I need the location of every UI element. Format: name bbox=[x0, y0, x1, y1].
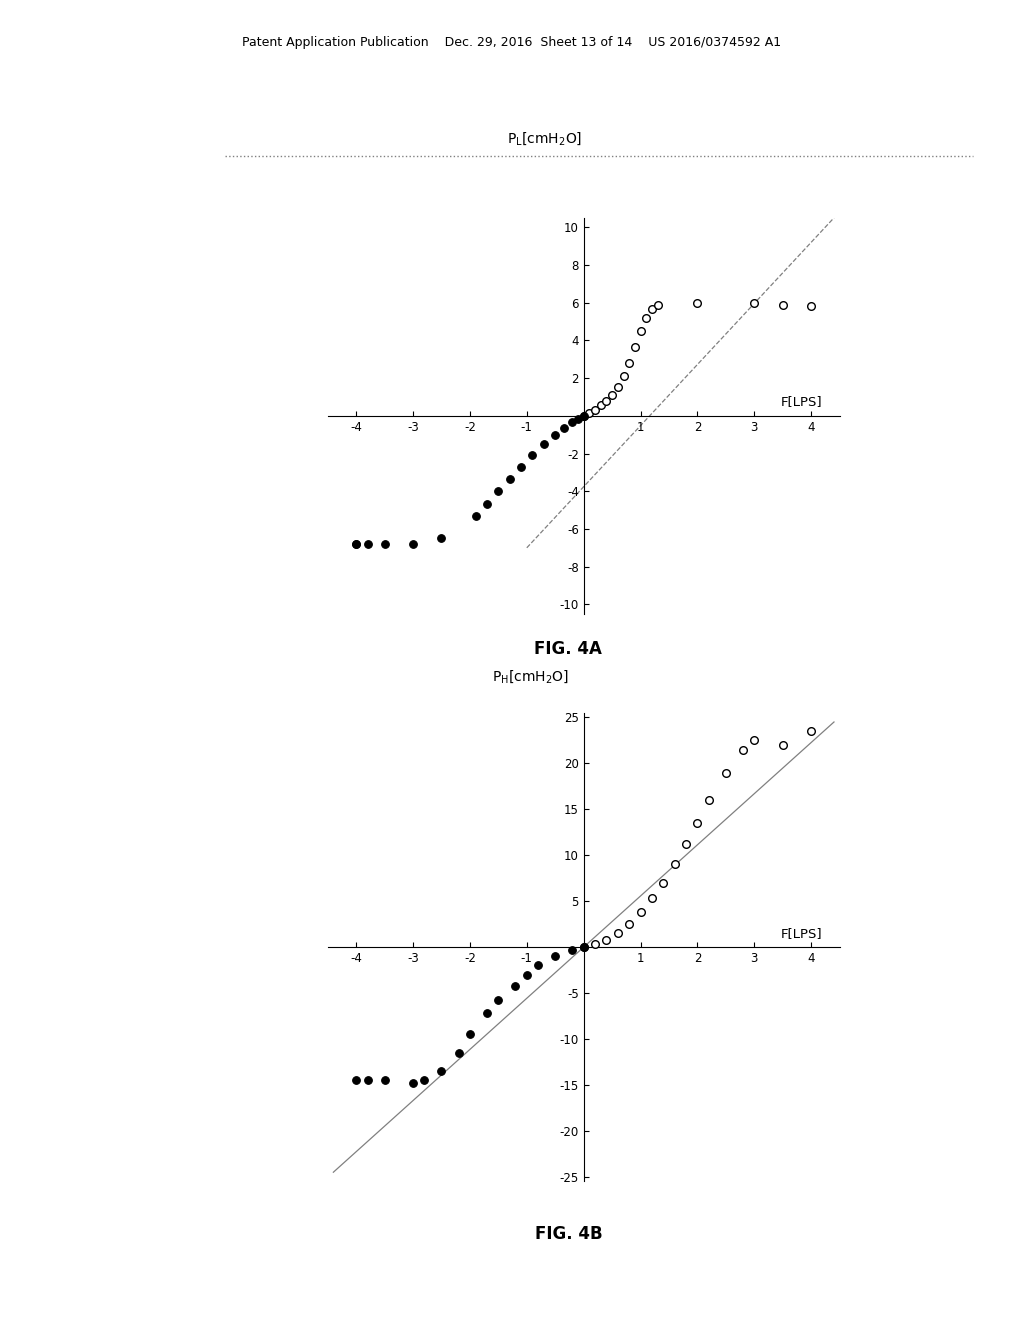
Text: FIG. 4B: FIG. 4B bbox=[535, 1225, 602, 1243]
Text: Patent Application Publication    Dec. 29, 2016  Sheet 13 of 14    US 2016/03745: Patent Application Publication Dec. 29, … bbox=[243, 36, 781, 49]
Text: F[LPS]: F[LPS] bbox=[781, 927, 822, 940]
Text: P$_\mathregular{L}$[cmH$_\mathregular{2}$O]: P$_\mathregular{L}$[cmH$_\mathregular{2}… bbox=[507, 129, 582, 147]
Text: FIG. 4A: FIG. 4A bbox=[535, 640, 602, 659]
Text: F[LPS]: F[LPS] bbox=[781, 395, 822, 408]
Text: P$_\mathregular{H}$[cmH$_\mathregular{2}$O]: P$_\mathregular{H}$[cmH$_\mathregular{2}… bbox=[492, 668, 568, 685]
